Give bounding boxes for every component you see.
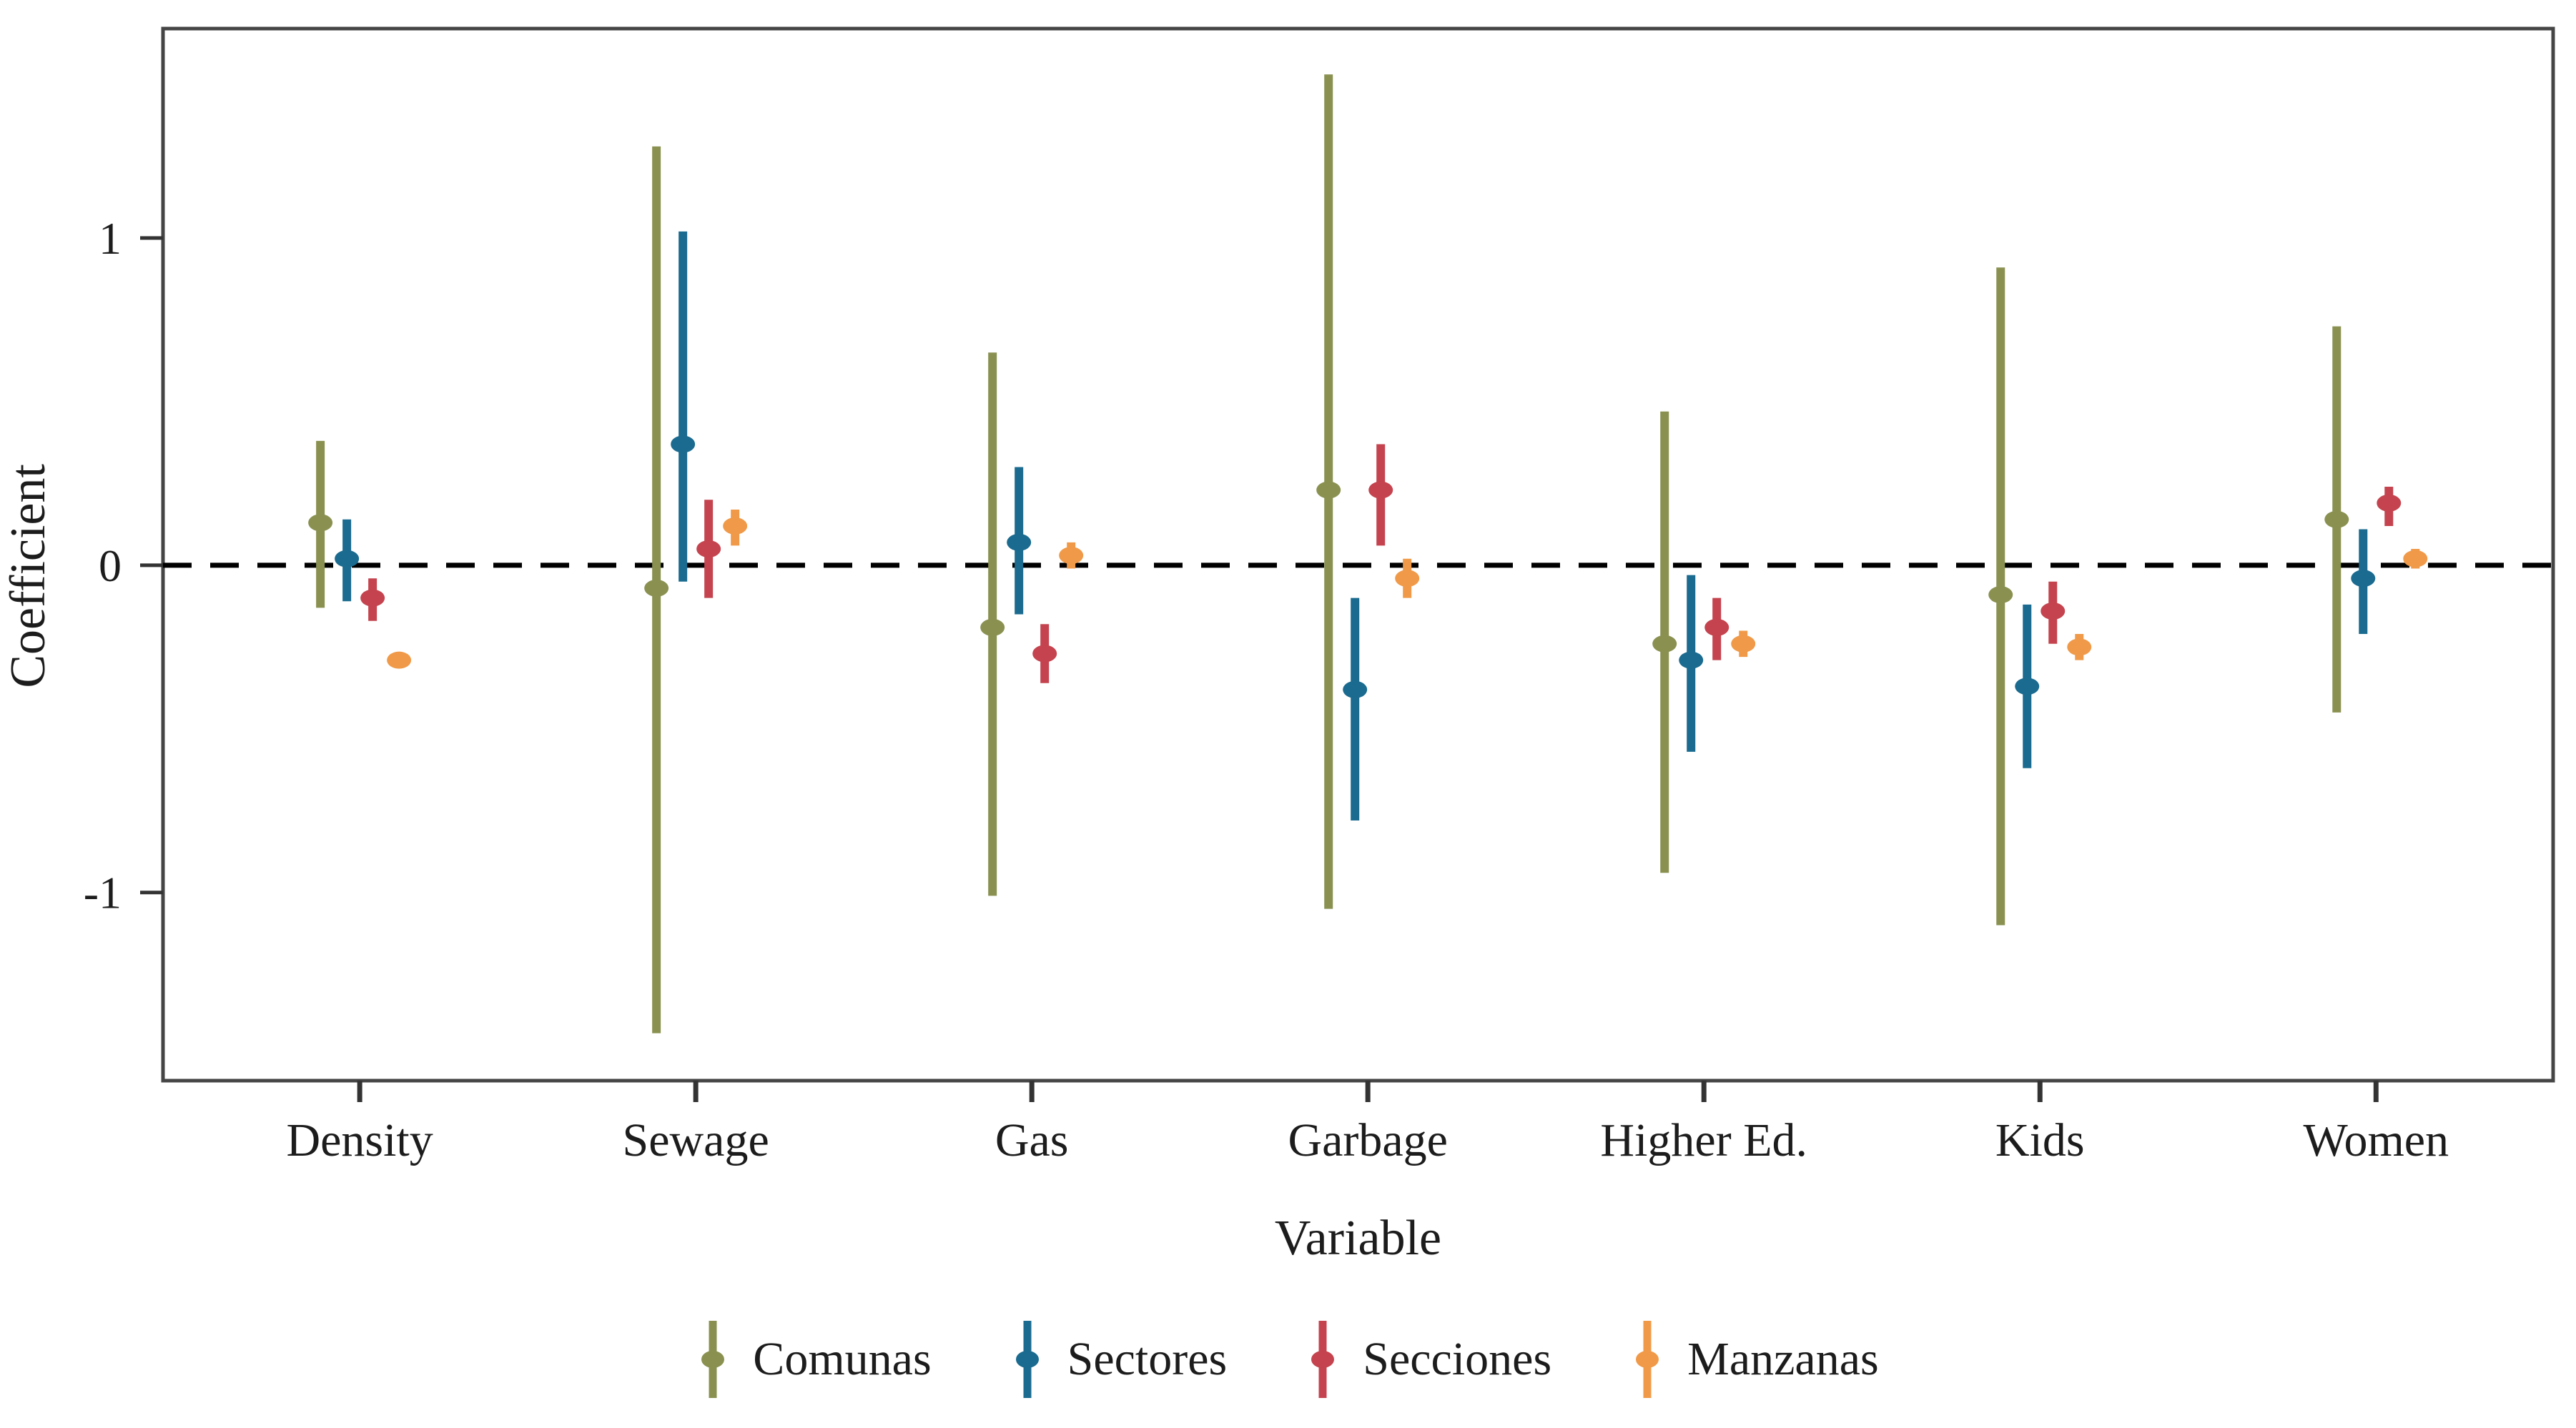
pointrange-comunas-sewage [644,146,669,1033]
point-estimate [1007,533,1032,551]
point-estimate [1731,635,1756,653]
legend-label: Secciones [1363,1333,1552,1385]
point-estimate [2067,638,2092,656]
legend: Comunas Sectores Secciones Manzanas [0,1314,2576,1405]
legend-key-dot [1311,1351,1335,1368]
y-tick-label: -1 [84,868,122,918]
point-estimate [980,618,1005,636]
point-estimate [696,540,721,557]
series-sectores [335,231,2376,821]
pointrange-sectores-gas [1007,467,1032,615]
point-estimate [644,579,669,597]
point-estimate [335,550,360,567]
pointrange-secciones-gas [1032,624,1057,683]
pointrange-secciones-sewage [696,500,721,598]
pointrange-sectores-kids [2015,604,2040,768]
legend-item-manzanas: Manzanas [1632,1314,1879,1405]
x-category-label: Kids [1995,1114,2085,1166]
x-category-label: Garbage [1288,1114,1448,1166]
pointrange-secciones-higher-ed [1704,598,1729,660]
pointrange-sectores-higher-ed [1679,575,1704,752]
legend-key-pointrange-icon [701,1321,725,1398]
legend-item-comunas: Comunas [697,1314,932,1405]
legend-key-dot [1636,1351,1659,1368]
legend-key-pointrange-icon [1311,1321,1335,1398]
x-category-label: Gas [995,1114,1069,1166]
pointrange-manzanas-garbage [1395,558,1420,598]
point-estimate [1059,547,1084,565]
point-estimate [1395,570,1420,587]
point-estimate [2403,550,2428,567]
pointrange-secciones-women [2377,486,2402,526]
pointrange-sectores-density [335,519,360,602]
point-estimate [360,589,385,607]
pointrange-comunas-garbage [1316,74,1341,909]
point-estimate [1316,481,1341,499]
legend-key-dot [1015,1351,1039,1368]
y-tick-label: 1 [99,213,122,264]
y-tick-label: 0 [99,540,122,591]
legend-key-pointrange-icon [1015,1321,1039,1398]
point-estimate [1652,635,1677,653]
point-estimate [1343,680,1368,698]
legend-item-sectores: Sectores [1012,1314,1228,1405]
point-estimate [671,435,696,453]
point-estimate [1704,618,1729,636]
y-axis-title: Coefficient [1,464,56,688]
pointrange-sectores-women [2351,529,2376,635]
legend-label: Manzanas [1687,1333,1879,1385]
pointrange-comunas-gas [980,352,1005,896]
pointrange-comunas-higher-ed [1652,411,1677,873]
x-category-label: Women [2303,1114,2449,1166]
point-estimate [2015,678,2040,695]
pointrange-sectores-sewage [671,231,696,582]
point-estimate [2377,494,2402,512]
pointrange-comunas-kids [1988,267,2013,926]
x-axis-title: Variable [1275,1211,1441,1266]
pointrange-sectores-garbage [1343,598,1368,821]
pointrange-manzanas-women [2403,548,2428,569]
point-estimate [2040,602,2066,620]
x-category-label: Higher Ed. [1600,1114,1807,1166]
point-estimate [2324,510,2349,528]
legend-key-dot [701,1351,725,1368]
pointrange-secciones-garbage [1368,444,1393,546]
series-comunas [308,74,2349,1033]
point-estimate [723,517,748,535]
pointrange-manzanas-higher-ed [1731,630,1756,658]
point-estimate [2351,570,2376,587]
point-estimate [1988,586,2013,604]
pointrange-manzanas-gas [1059,542,1084,569]
legend-label: Sectores [1067,1333,1228,1385]
point-estimate [1032,645,1057,663]
legend-label: Comunas [753,1333,932,1385]
series-secciones [360,444,2402,683]
point-estimate [387,651,412,669]
series-manzanas [387,510,2428,669]
pointrange-secciones-density [360,578,385,621]
pointrange-secciones-kids [2040,581,2066,644]
pointrange-comunas-density [308,440,333,608]
pointrange-manzanas-density [387,651,412,669]
legend-key-pointrange-icon [1636,1321,1659,1398]
x-category-label: Sewage [623,1114,769,1166]
pointrange-manzanas-kids [2067,634,2092,660]
x-category-label: Density [286,1114,433,1166]
point-estimate [1679,651,1704,669]
legend-item-secciones: Secciones [1307,1314,1551,1405]
plot-panel-border [161,26,2555,1083]
point-estimate [1368,481,1393,499]
pointrange-manzanas-sewage [723,510,748,546]
point-estimate [308,514,333,532]
pointrange-comunas-women [2324,326,2349,713]
